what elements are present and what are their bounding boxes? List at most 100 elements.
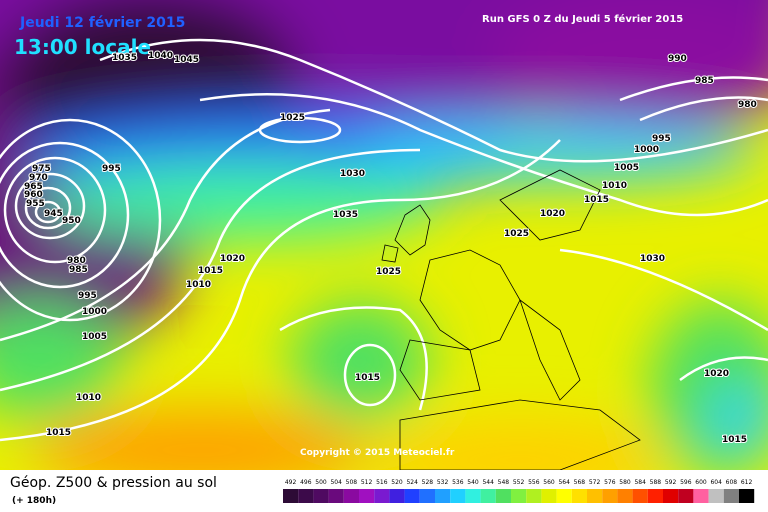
isobar-label: 985 xyxy=(695,76,714,86)
legend-level: 548 xyxy=(498,479,510,486)
legend-swatch xyxy=(632,489,648,503)
legend-level: 592 xyxy=(665,479,677,486)
legend-level: 584 xyxy=(634,479,646,486)
legend-level: 504 xyxy=(330,479,342,486)
isobar-label: 1030 xyxy=(640,254,665,264)
isobar-label: 1005 xyxy=(614,163,639,173)
legend-swatch xyxy=(708,489,724,503)
legend-level: 556 xyxy=(528,479,540,486)
legend-level: 596 xyxy=(680,479,692,486)
legend-level: 604 xyxy=(710,479,722,486)
isobar-label: 945 xyxy=(44,209,63,219)
isobar-label: 1025 xyxy=(504,229,529,239)
isobar-label: 960 xyxy=(24,190,43,200)
copyright: Copyright © 2015 Meteociel.fr xyxy=(300,448,455,458)
legend-swatch xyxy=(526,489,542,503)
legend-swatch xyxy=(587,489,603,503)
isobar-label: 980 xyxy=(67,256,86,266)
legend-swatch xyxy=(374,489,390,503)
legend-level: 544 xyxy=(482,479,494,486)
legend-swatch xyxy=(419,489,435,503)
legend-swatch xyxy=(465,489,481,503)
isobar-label: 1045 xyxy=(174,55,199,65)
isobar-label: 970 xyxy=(29,173,48,183)
legend-level: 520 xyxy=(391,479,403,486)
legend-level: 540 xyxy=(467,479,479,486)
legend-level: 588 xyxy=(650,479,662,486)
legend-swatch xyxy=(404,489,420,503)
legend-swatch xyxy=(723,489,739,503)
legend-level: 532 xyxy=(437,479,449,486)
isobars xyxy=(0,38,768,442)
legend-swatch xyxy=(647,489,663,503)
isobar-label: 985 xyxy=(69,265,88,275)
isobar-label: 1020 xyxy=(540,209,565,219)
isobar-label: 990 xyxy=(668,54,687,64)
legend-level: 560 xyxy=(543,479,555,486)
legend-level: 580 xyxy=(619,479,631,486)
isobar-label: 1010 xyxy=(76,393,101,403)
forecast-lead: (+ 180h) xyxy=(12,496,56,506)
isobar-label: 1005 xyxy=(82,332,107,342)
legend-swatch xyxy=(541,489,557,503)
legend-level: 536 xyxy=(452,479,464,486)
legend-level: 516 xyxy=(376,479,388,486)
legend-level: 568 xyxy=(574,479,586,486)
isobar-label: 1015 xyxy=(46,428,71,438)
coastlines xyxy=(381,169,641,470)
isobar-label: 995 xyxy=(652,134,671,144)
legend-swatch xyxy=(617,489,633,503)
isobar-label: 1015 xyxy=(198,266,223,276)
legend-level: 500 xyxy=(315,479,327,486)
legend-level: 496 xyxy=(300,479,312,486)
isobar-label: 980 xyxy=(738,100,757,110)
isobar-label: 1015 xyxy=(584,195,609,205)
legend-level: 572 xyxy=(589,479,601,486)
legend-swatch xyxy=(678,489,694,503)
legend-level: 524 xyxy=(406,479,418,486)
legend-swatch xyxy=(602,489,618,503)
isobar-label: 955 xyxy=(26,199,45,209)
legend-swatch xyxy=(359,489,375,503)
isobar-label: 950 xyxy=(62,216,81,226)
isobar-label: 975 xyxy=(32,164,51,174)
isobar-label: 1025 xyxy=(280,113,305,123)
isobar-label: 1020 xyxy=(220,254,245,264)
isobar-label: 1000 xyxy=(634,145,659,155)
isobar-label: 995 xyxy=(78,291,97,301)
legend-level: 552 xyxy=(513,479,525,486)
map-field xyxy=(0,0,768,470)
legend-swatch xyxy=(313,489,329,503)
legend-swatch xyxy=(283,489,299,503)
legend-swatch xyxy=(739,489,755,503)
color-legend: 492 496 500 504 508 512 516 520 524 528 532 536 540 5… xyxy=(283,479,755,503)
isobar-label: 965 xyxy=(24,182,43,192)
legend-swatch xyxy=(343,489,359,503)
legend-swatch xyxy=(556,489,572,503)
isobar-label: 1015 xyxy=(722,435,747,445)
legend-level: 576 xyxy=(604,479,616,486)
isobar-label: 1030 xyxy=(340,169,365,179)
footer-title: Géop. Z500 & pression au sol xyxy=(10,475,217,491)
local-time: 13:00 locale xyxy=(14,35,151,59)
isobar-label: 995 xyxy=(102,164,121,174)
isobar-labels: 1035 1040 10451025103010359759709659609559… xyxy=(23,50,758,446)
isobar-label: 1035 xyxy=(112,53,137,63)
legend-swatch xyxy=(693,489,709,503)
legend-swatch xyxy=(511,489,527,503)
legend-level: 608 xyxy=(726,479,738,486)
isobar-label: 1040 xyxy=(148,51,173,61)
legend-level: 508 xyxy=(346,479,358,486)
date: Jeudi 12 février 2015 xyxy=(19,15,185,31)
legend-swatch xyxy=(571,489,587,503)
isobar-label: 1035 xyxy=(333,210,358,220)
isobar-label: 1010 xyxy=(602,181,627,191)
isobar-label: 1010 xyxy=(186,280,211,290)
legend-swatch xyxy=(480,489,496,503)
isobar-label: 1020 xyxy=(704,369,729,379)
legend-level: 564 xyxy=(558,479,570,486)
isobar-label: 1015 xyxy=(355,373,380,383)
legend-level: 600 xyxy=(695,479,707,486)
legend-level: 612 xyxy=(741,479,753,486)
